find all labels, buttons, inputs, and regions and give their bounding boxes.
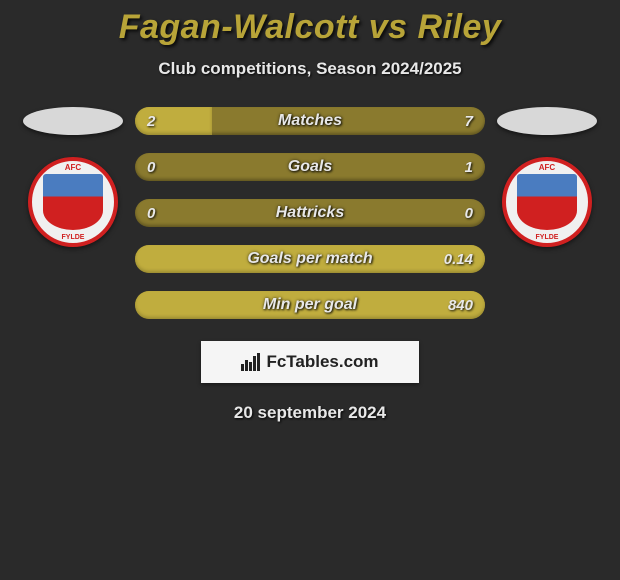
stat-value-right: 1 [465,159,473,176]
date-text: 20 september 2024 [0,403,620,423]
right-badge-shield-icon [517,174,577,230]
stat-bar: 2Matches7 [135,107,485,135]
stat-bar: 0Hattricks0 [135,199,485,227]
stat-value-right: 7 [465,113,473,130]
stat-label: Hattricks [135,204,485,222]
stat-bar: Min per goal840 [135,291,485,319]
stat-label: Matches [135,112,485,130]
right-badge-top-text: AFC [506,163,588,172]
page-title: Fagan-Walcott vs Riley [0,8,620,47]
left-club-badge: AFC FYLDE [28,157,118,247]
right-club-badge: AFC FYLDE [502,157,592,247]
left-badge-shield-icon [43,174,103,230]
stat-bar: Goals per match0.14 [135,245,485,273]
bar-chart-icon [241,353,260,371]
comparison-infographic: Fagan-Walcott vs Riley Club competitions… [0,0,620,423]
left-player-photo-placeholder [23,107,123,135]
left-badge-top-text: AFC [32,163,114,172]
left-badge-bottom-text: FYLDE [32,234,114,241]
stat-value-right: 0 [465,205,473,222]
stat-label: Goals per match [135,250,485,268]
stat-value-right: 840 [448,297,473,314]
brand-attribution: FcTables.com [201,341,419,383]
right-badge-bottom-text: FYLDE [506,234,588,241]
content-row: AFC FYLDE 2Matches70Goals10Hattricks0Goa… [0,107,620,319]
right-player-column: AFC FYLDE [497,107,597,247]
stat-label: Min per goal [135,296,485,314]
stat-bar: 0Goals1 [135,153,485,181]
right-player-photo-placeholder [497,107,597,135]
left-player-column: AFC FYLDE [23,107,123,247]
stats-bars: 2Matches70Goals10Hattricks0Goals per mat… [135,107,485,319]
stat-label: Goals [135,158,485,176]
subtitle: Club competitions, Season 2024/2025 [0,59,620,79]
stat-value-right: 0.14 [444,251,473,268]
brand-text: FcTables.com [266,352,378,372]
